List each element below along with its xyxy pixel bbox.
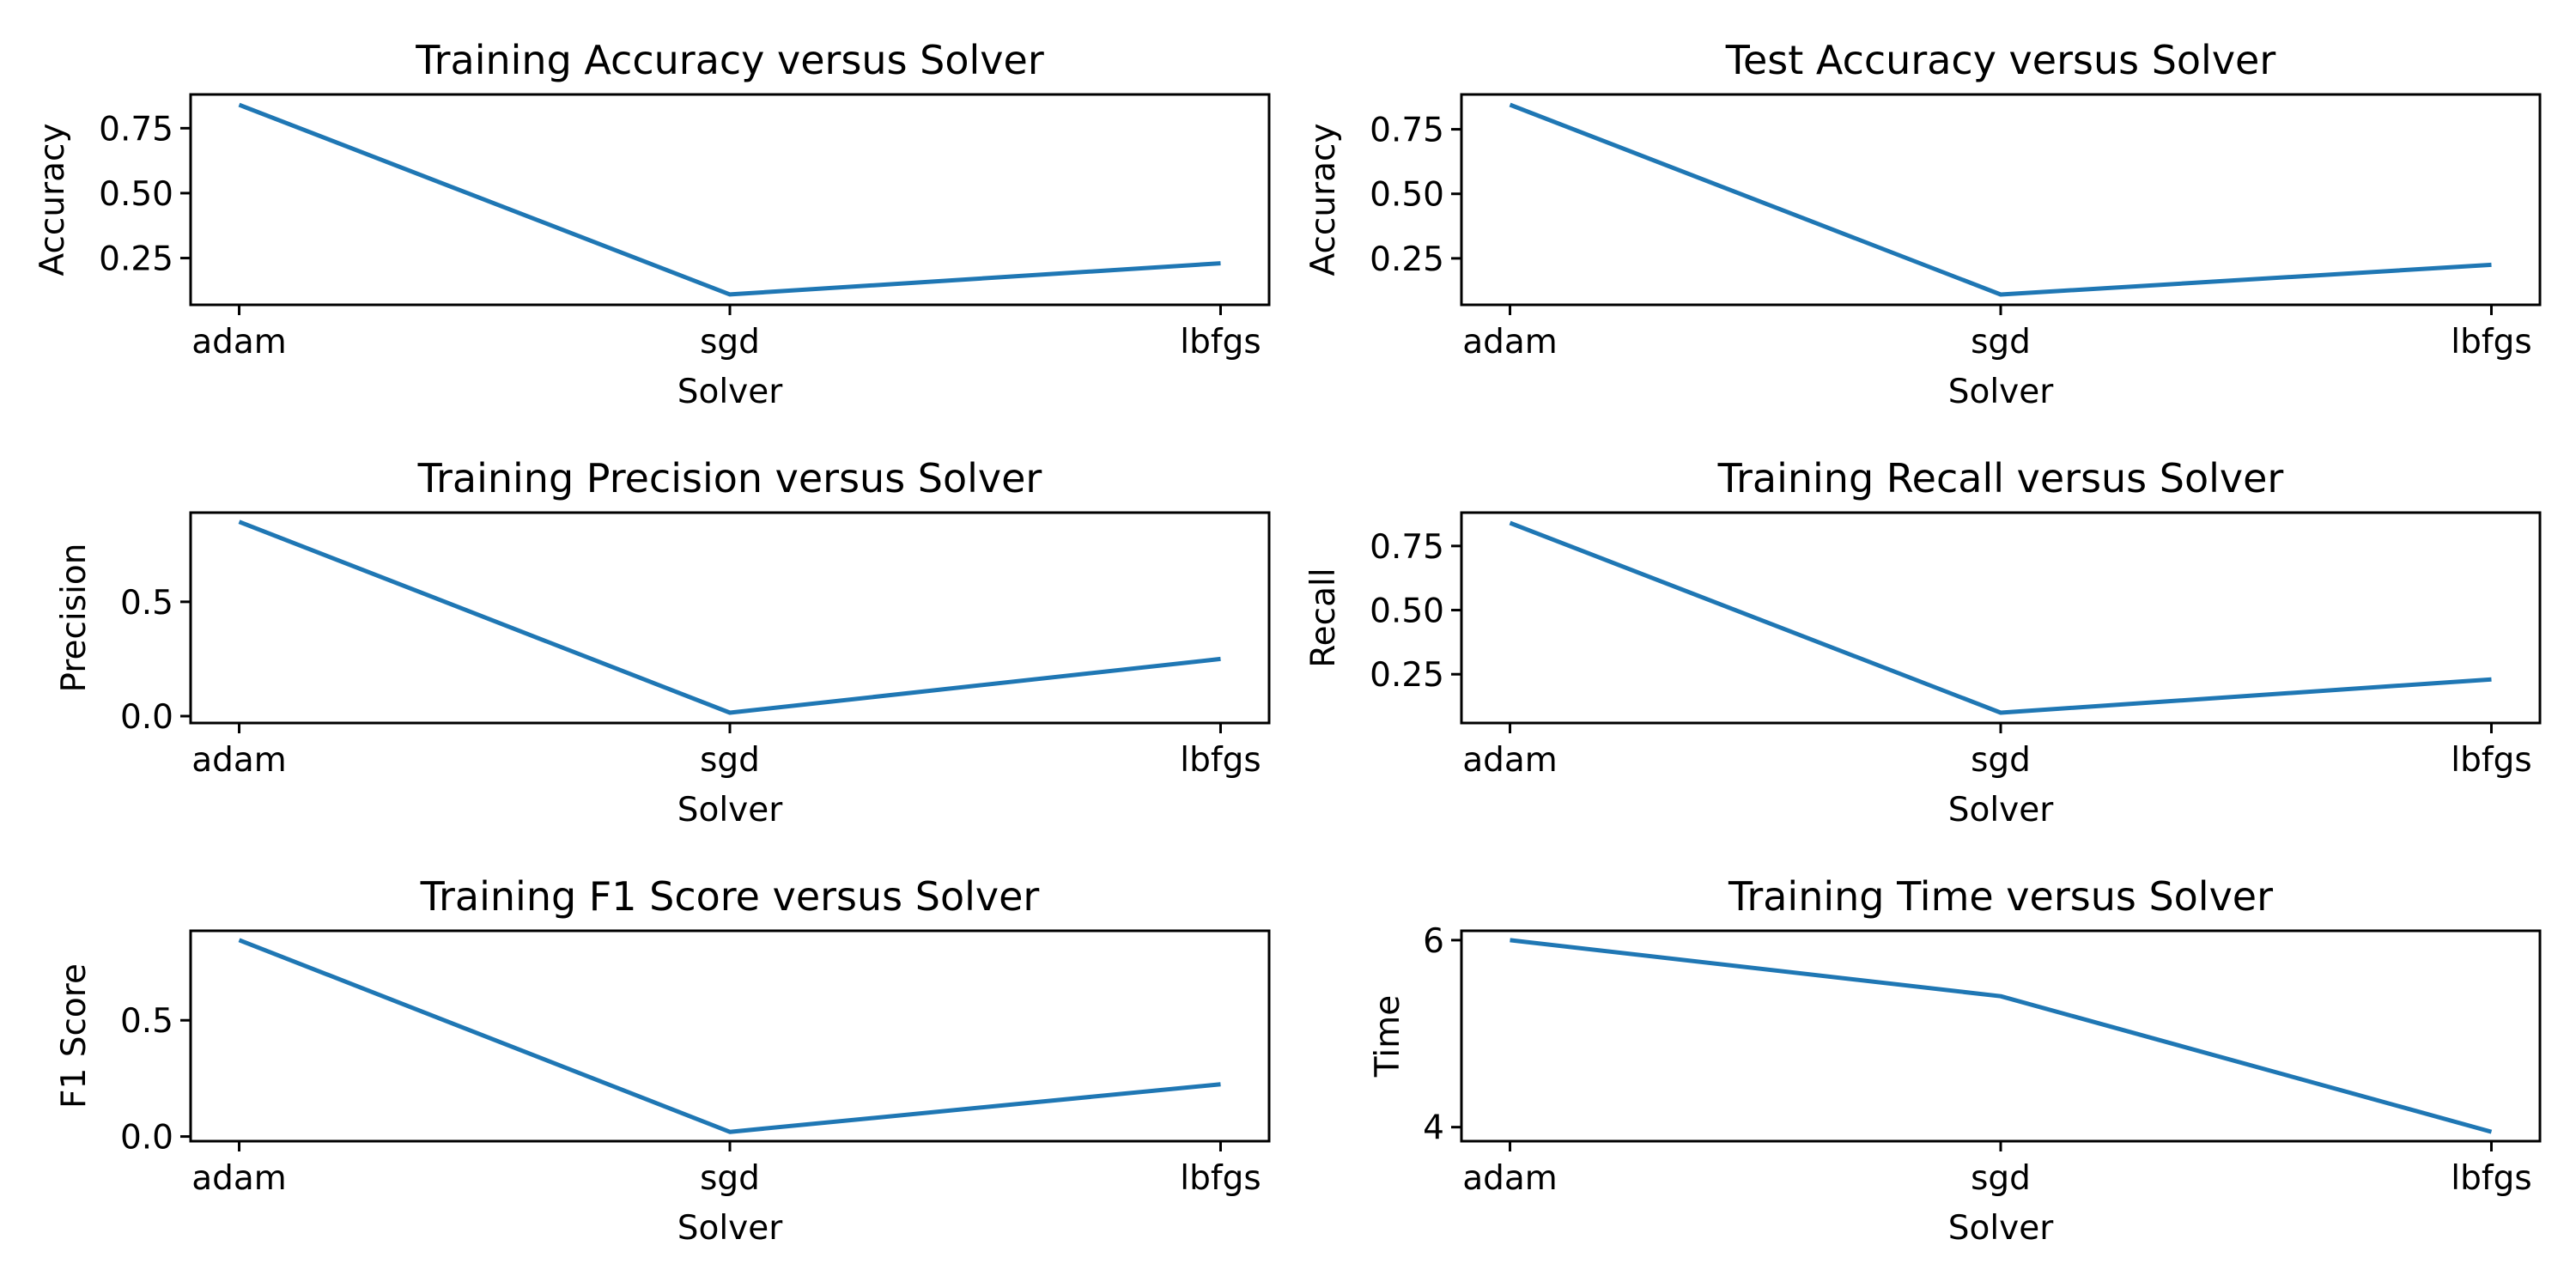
x-tick-label: lbfgs <box>2451 741 2531 780</box>
series-line <box>238 938 1221 1134</box>
x-tick-label: lbfgs <box>1180 1159 1261 1198</box>
y-tick-label: 0.0 <box>120 1119 173 1157</box>
y-tick-label: 0.50 <box>1370 592 1444 631</box>
chart-title: Training F1 Score versus Solver <box>420 873 1040 920</box>
x-tick-label: adam <box>1462 741 1558 780</box>
axes-frame <box>189 511 1271 725</box>
chart-title: Training Recall versus Solver <box>1717 455 2284 501</box>
chart-panel-3: Training Precision versus Solver adam sgd l… <box>55 455 1271 829</box>
chart-panel-1: Training Accuracy versus Solver adam sgd lb… <box>33 37 1271 411</box>
y-tick-label: 0.5 <box>120 584 173 623</box>
axes-frame <box>1460 511 2542 725</box>
series-line <box>1509 520 2492 715</box>
chart-title: Training Precision versus Solver <box>417 455 1042 501</box>
x-tick-label: adam <box>191 323 287 361</box>
y-tick-label: 0.75 <box>1370 528 1444 567</box>
series-line <box>1509 102 2492 297</box>
x-tick-label: sgd <box>1971 1159 2031 1198</box>
x-tick-label: adam <box>1462 323 1558 361</box>
x-tick-label: sgd <box>700 323 760 361</box>
y-tick-label: 0.50 <box>99 175 173 214</box>
x-tick-label: lbfgs <box>1180 741 1261 780</box>
chart-panel-2: Test Accuracy versus Solver adam sgd lbfgs 0… <box>1304 37 2542 411</box>
y-tick-label: 0.75 <box>99 110 173 149</box>
series-line <box>238 519 1221 715</box>
axes-frame <box>1460 929 2542 1143</box>
y-tick-label: 0.25 <box>99 240 173 279</box>
y-tick-label: 0.0 <box>120 698 173 737</box>
y-axis-label: Precision <box>55 543 94 692</box>
x-axis-label: Solver <box>1948 1209 2055 1248</box>
x-tick-label: adam <box>191 741 287 780</box>
chart-title: Test Accuracy versus Solver <box>1725 37 2276 83</box>
y-tick-label: 6 <box>1423 922 1444 961</box>
x-tick-label: adam <box>1462 1159 1558 1198</box>
chart-panel-6: Training Time versus Solver adam sgd lbfgs 4… <box>1369 873 2542 1248</box>
y-axis-label: Time <box>1369 995 1407 1078</box>
y-axis-label: F1 Score <box>55 963 94 1109</box>
x-tick-label: lbfgs <box>2451 323 2531 361</box>
x-axis-label: Solver <box>1948 373 2055 411</box>
x-tick-label: sgd <box>1971 323 2031 361</box>
axes-frame <box>189 929 1271 1143</box>
chart-panel-4: Training Recall versus Solver adam sgd lbfg… <box>1304 455 2542 829</box>
y-tick-label: 4 <box>1423 1109 1444 1148</box>
y-tick-label: 0.25 <box>1370 656 1444 695</box>
y-axis-label: Accuracy <box>1304 123 1343 276</box>
y-axis-label: Accuracy <box>33 123 72 276</box>
chart-panel-5: Training F1 Score versus Solver adam sgd lb… <box>55 873 1271 1248</box>
y-tick-label: 0.75 <box>1370 112 1444 150</box>
x-tick-label: adam <box>191 1159 287 1198</box>
axes-frame <box>189 93 1271 307</box>
x-axis-label: Solver <box>677 1209 784 1248</box>
x-axis-label: Solver <box>1948 791 2055 829</box>
y-axis-label: Recall <box>1304 568 1343 667</box>
x-tick-label: lbfgs <box>2451 1159 2531 1198</box>
x-tick-label: lbfgs <box>1180 323 1261 361</box>
x-tick-label: sgd <box>700 1159 760 1198</box>
y-tick-label: 0.5 <box>120 1002 173 1041</box>
x-axis-label: Solver <box>677 373 784 411</box>
x-axis-label: Solver <box>677 791 784 829</box>
x-tick-label: sgd <box>700 741 760 780</box>
y-tick-label: 0.25 <box>1370 240 1444 279</box>
chart-title: Training Time versus Solver <box>1728 873 2273 920</box>
y-tick-label: 0.50 <box>1370 176 1444 215</box>
x-tick-label: sgd <box>1971 741 2031 780</box>
series-line <box>1510 938 2493 1134</box>
chart-title: Training Accuracy versus Solver <box>415 37 1044 83</box>
series-line <box>238 102 1221 297</box>
